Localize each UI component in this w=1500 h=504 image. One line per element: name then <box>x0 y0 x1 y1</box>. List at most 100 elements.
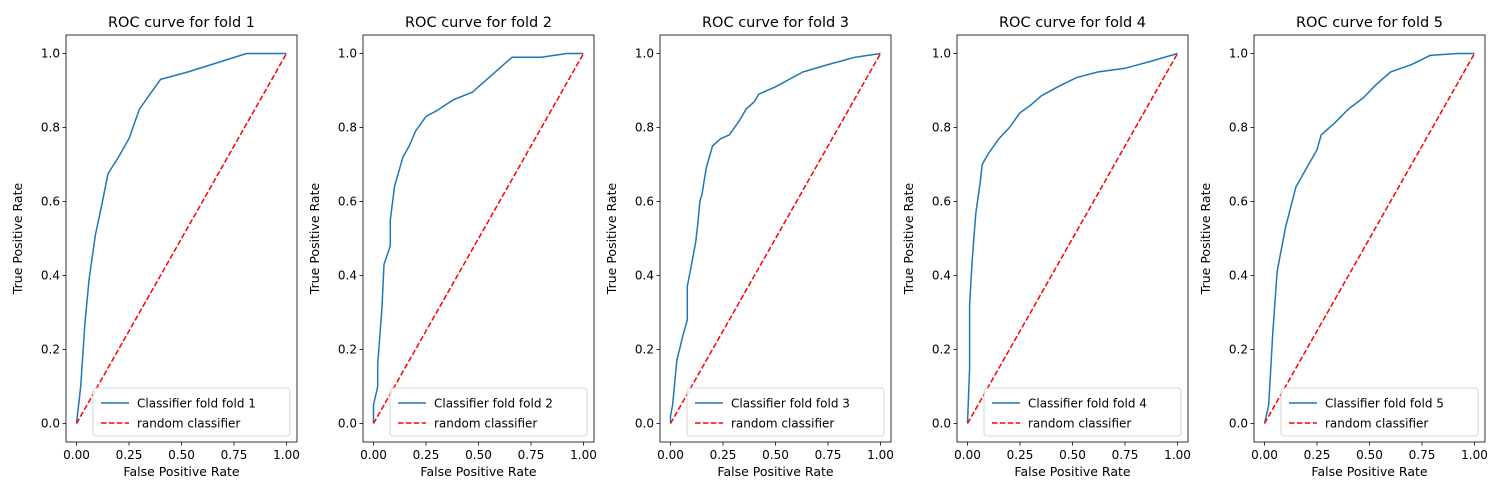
y-tick-label: 1.0 <box>1229 47 1248 61</box>
y-tick-label: 0.4 <box>932 269 951 283</box>
x-tick-label: 0.50 <box>1356 448 1383 462</box>
y-tick-label: 0.6 <box>932 195 951 209</box>
x-tick-label: 0.00 <box>63 448 90 462</box>
y-tick-label: 0.0 <box>1229 417 1248 431</box>
x-tick-label: 0.25 <box>116 448 143 462</box>
x-tick-label: 1.00 <box>570 448 597 462</box>
y-tick-label: 0.4 <box>635 269 654 283</box>
chart-title: ROC curve for fold 2 <box>405 15 552 31</box>
classifier-roc-line <box>669 52 881 424</box>
x-tick-label: 0.50 <box>762 448 789 462</box>
chart-title: ROC curve for fold 5 <box>1296 15 1443 31</box>
legend-label: Classifier fold fold 1 <box>137 396 256 410</box>
roc-panel-fold-5: ROC curve for fold 5 0.00 0.25 0.50 0.75 1.0 0… <box>1198 15 1488 479</box>
y-axis-label: True Positive Rate <box>10 183 25 296</box>
y-tick-label: 1.0 <box>41 47 60 61</box>
x-tick-label: 0.25 <box>710 448 737 462</box>
x-tick-label: 0.75 <box>1112 448 1139 462</box>
y-tick-label: 0.6 <box>338 195 357 209</box>
legend-label: Classifier fold fold 2 <box>434 396 553 410</box>
x-axis-label: False Positive Rate <box>717 464 833 479</box>
y-tick-label: 0.8 <box>1229 121 1248 135</box>
x-tick-label: 0.75 <box>221 448 248 462</box>
y-tick-label: 0.2 <box>635 343 654 357</box>
y-tick-label: 1.0 <box>932 47 951 61</box>
legend: Classifier fold fold 5 random classifier <box>1280 387 1479 437</box>
roc-panel-fold-2: ROC curve for fold 20.00 0.25 0.50 0.75 1.00… <box>307 15 597 479</box>
x-axis-label: False Positive Rate <box>1014 464 1130 479</box>
y-tick-label: 0.4 <box>1229 269 1248 283</box>
x-tick-label: 0.50 <box>1059 448 1086 462</box>
y-tick-label: 0.4 <box>41 269 60 283</box>
x-axis-label: False Positive Rate <box>420 464 536 479</box>
x-tick-label: 0.75 <box>1409 448 1436 462</box>
classifier-roc-line <box>372 52 584 424</box>
y-tick-label: 0.6 <box>635 195 654 209</box>
y-axis-label: True Positive Rate <box>307 183 322 296</box>
legend-label: random classifier <box>434 416 537 430</box>
legend-box <box>92 387 291 437</box>
x-tick-label: 1.00 <box>1164 448 1191 462</box>
y-tick-label: 0.0 <box>41 417 60 431</box>
legend-label: Classifier fold fold 4 <box>1028 396 1147 410</box>
y-tick-label: 0.8 <box>338 121 357 135</box>
classifier-roc-line <box>75 52 287 424</box>
x-tick-label: 0.00 <box>1251 448 1278 462</box>
x-tick-label: 0.00 <box>360 448 387 462</box>
x-tick-label: 0.25 <box>1304 448 1331 462</box>
x-tick-label: 0.25 <box>413 448 440 462</box>
legend-box <box>686 387 885 437</box>
y-tick-label: 0.2 <box>932 343 951 357</box>
legend-box <box>983 387 1182 437</box>
chart-title: ROC curve for fold 4 <box>999 15 1146 31</box>
x-tick-label: 0.25 <box>1007 448 1034 462</box>
legend-label: Classifier fold fold 3 <box>731 396 850 410</box>
legend-label: random classifier <box>1028 416 1131 430</box>
y-tick-label: 1.0 <box>635 47 654 61</box>
x-tick-label: 1.00 <box>867 448 894 462</box>
chart-title: ROC curve for fold 3 <box>702 15 849 31</box>
x-tick-label: 0.00 <box>954 448 981 462</box>
classifier-roc-line <box>1263 52 1475 424</box>
y-tick-label: 0.2 <box>338 343 357 357</box>
x-tick-label: 0.50 <box>465 448 492 462</box>
y-tick-label: 0.4 <box>338 269 357 283</box>
legend-label: Classifier fold fold 5 <box>1325 396 1444 410</box>
legend-label: random classifier <box>1325 416 1428 430</box>
x-tick-label: 1.00 <box>273 448 300 462</box>
x-axis-label: False Positive Rate <box>1311 464 1427 479</box>
legend-label: random classifier <box>137 416 240 430</box>
y-axis-label: True Positive Rate <box>604 183 619 296</box>
roc-panel-fold-1: ROC curve for fold 10.00 0.25 0.50 0.75 1.00… <box>10 15 300 479</box>
y-tick-label: 0.0 <box>932 417 951 431</box>
y-axis-label: True Positive Rate <box>1198 183 1213 296</box>
y-tick-label: 0.8 <box>635 121 654 135</box>
roc-panel-fold-4: ROC curve for fold 40.00 0.25 0.50 0.75 1.00… <box>901 15 1191 479</box>
legend-box <box>1280 387 1479 437</box>
y-tick-label: 0.0 <box>635 417 654 431</box>
y-tick-label: 0.2 <box>1229 343 1248 357</box>
y-tick-label: 0.6 <box>41 195 60 209</box>
legend-label: random classifier <box>731 416 834 430</box>
roc-panel-fold-3: ROC curve for fold 30.00 0.25 0.50 0.75 1.00… <box>604 15 894 479</box>
x-axis-label: False Positive Rate <box>123 464 239 479</box>
y-tick-label: 0.6 <box>1229 195 1248 209</box>
x-tick-label: 0.50 <box>168 448 195 462</box>
y-tick-label: 0.2 <box>41 343 60 357</box>
y-tick-label: 0.8 <box>932 121 951 135</box>
legend: Classifier fold fold 1 random classifier <box>92 387 291 437</box>
legend: Classifier fold fold 2 random classifier <box>389 387 588 437</box>
y-tick-label: 1.0 <box>338 47 357 61</box>
y-tick-label: 0.8 <box>41 121 60 135</box>
y-axis-label: True Positive Rate <box>901 183 916 296</box>
legend-box <box>389 387 588 437</box>
roc-panels: ROC curve for fold 10.00 0.25 0.50 0.75 1.00… <box>10 15 1488 479</box>
legend: Classifier fold fold 4 random classifier <box>983 387 1182 437</box>
chart-title: ROC curve for fold 1 <box>108 15 255 31</box>
x-tick-label: 0.00 <box>657 448 684 462</box>
classifier-roc-line <box>966 52 1178 424</box>
x-tick-label: 0.75 <box>518 448 545 462</box>
y-tick-label: 0.0 <box>338 417 357 431</box>
legend: Classifier fold fold 3 random classifier <box>686 387 885 437</box>
